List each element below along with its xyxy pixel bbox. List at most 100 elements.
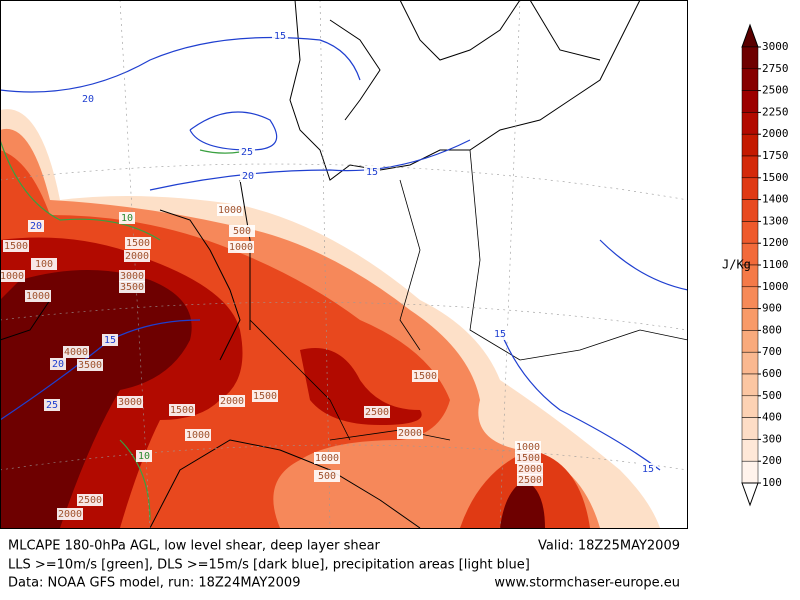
colorbar-band — [741, 155, 759, 179]
colorbar-band — [741, 308, 759, 331]
footer-title: MLCAPE 180-0hPa AGL, low level shear, de… — [8, 539, 381, 554]
contour-label-bg — [314, 452, 340, 464]
colorbar-band — [741, 133, 759, 157]
contour-label-bg — [119, 270, 145, 282]
colorbar-band — [741, 199, 759, 222]
contour-label-bg — [31, 258, 57, 270]
contour-label-bg — [124, 250, 150, 262]
colorbar-tick-label: 400 — [762, 411, 782, 424]
contour-label-bg — [228, 241, 254, 253]
colorbar-tick-label: 900 — [762, 302, 782, 315]
contour-label-bg — [25, 290, 51, 302]
contour-label-bg — [515, 452, 541, 464]
border — [249, 149, 688, 441]
contour-label-bg — [57, 508, 83, 520]
contour-label-bg — [169, 404, 195, 416]
contour-label: 2000 — [518, 464, 542, 475]
colorbar-band — [741, 68, 759, 91]
contour-label-bg — [63, 346, 89, 358]
colorbar-tick-label: 2000 — [762, 127, 789, 140]
contour-label-bg — [640, 463, 656, 475]
cape-3000-east — [500, 480, 545, 528]
coastline — [0, 0, 641, 528]
contour-label: 4000 — [64, 347, 88, 358]
contour-label: 15 — [274, 31, 286, 42]
colorbar-tick-label: 1100 — [762, 258, 789, 271]
contour-label: 1000 — [186, 430, 210, 441]
contour-label-bg — [272, 30, 288, 42]
contour-label-bg — [364, 406, 390, 418]
contour-label: 1000 — [315, 453, 339, 464]
contour-label-bg — [125, 237, 151, 249]
contour-label: 15 — [366, 167, 378, 178]
contour-label: 2000 — [220, 396, 244, 407]
contour-label: 2500 — [518, 475, 542, 486]
colorbar-tick-label: 100 — [762, 476, 782, 489]
colorbar-tick-label: 2500 — [762, 84, 789, 97]
contour-label: 20 — [52, 359, 64, 370]
colorbar-band — [741, 351, 759, 375]
contour-label-bg — [492, 328, 508, 340]
contour-label-bg — [119, 281, 145, 293]
colorbar-band — [741, 439, 759, 462]
contour-label: 500 — [233, 226, 251, 237]
colorbar-tick-label: 1400 — [762, 193, 789, 206]
contour-label: 2500 — [365, 407, 389, 418]
contour-label: 1000 — [229, 242, 253, 253]
graticule — [0, 0, 688, 528]
colorbar-band — [741, 177, 759, 200]
footer-source: Data: NOAA GFS model, run: 18Z24MAY2009 — [8, 576, 300, 591]
contour-label-bg — [50, 358, 66, 370]
contour-label-bg — [0, 270, 25, 282]
colorbar-band — [741, 221, 759, 244]
contour-label-bg — [185, 429, 211, 441]
contour-label-bg — [239, 146, 255, 158]
colorbar-band — [741, 90, 759, 113]
colorbar-tick-label: 3000 — [762, 40, 789, 53]
contour-label-bg — [119, 212, 135, 224]
contour-label: 1000 — [516, 442, 540, 453]
colorbar-tick-label: 1000 — [762, 280, 789, 293]
contour-label-bg — [80, 93, 96, 105]
colorbar-tick-label: 600 — [762, 367, 782, 380]
lls-contour — [0, 139, 241, 521]
contour-label: 2000 — [125, 251, 149, 262]
contour-label-bg — [364, 166, 380, 178]
contour-label: 1500 — [253, 391, 277, 402]
contour-label: 1500 — [170, 405, 194, 416]
colorbar-band — [741, 395, 759, 418]
colorbar-tick-label: 800 — [762, 323, 782, 336]
contour-label-bg — [314, 470, 340, 482]
contour-label: 1500 — [516, 453, 540, 464]
contour-label: 25 — [241, 147, 253, 158]
contour-label-bg — [117, 396, 143, 408]
contour-label-bg — [136, 450, 152, 462]
contour-label: 20 — [82, 94, 94, 105]
contour-label-bg — [515, 441, 541, 453]
colorbar-tick-label: 1200 — [762, 236, 789, 249]
contour-label: 1500 — [4, 241, 28, 252]
contour-label-bg — [412, 370, 438, 382]
cape-2000-east — [300, 348, 422, 425]
contour-label: 1500 — [413, 371, 437, 382]
colorbar-tick-label: 2750 — [762, 62, 789, 75]
contour-label-bg — [102, 334, 118, 346]
contour-label-bg — [77, 494, 103, 506]
contour-label: 1500 — [126, 238, 150, 249]
contour-label: 2000 — [58, 509, 82, 520]
footer-website: www.stormchaser-europe.eu — [494, 576, 680, 591]
contour-label: 25 — [46, 400, 58, 411]
contour-label: 3500 — [120, 282, 144, 293]
map-frame — [0, 0, 688, 529]
contour-label: 10 — [138, 451, 150, 462]
colorbar-tick-label: 300 — [762, 432, 782, 445]
dls-contour — [0, 36, 688, 471]
colorbar-tick-label: 1750 — [762, 149, 789, 162]
contour-label: 15 — [642, 464, 654, 475]
colorbar-tick-label: 200 — [762, 454, 782, 467]
colorbar-band — [741, 417, 759, 440]
contour-label-bg — [229, 225, 255, 237]
colorbar-band — [741, 112, 759, 135]
contour-label-bg — [240, 170, 256, 182]
